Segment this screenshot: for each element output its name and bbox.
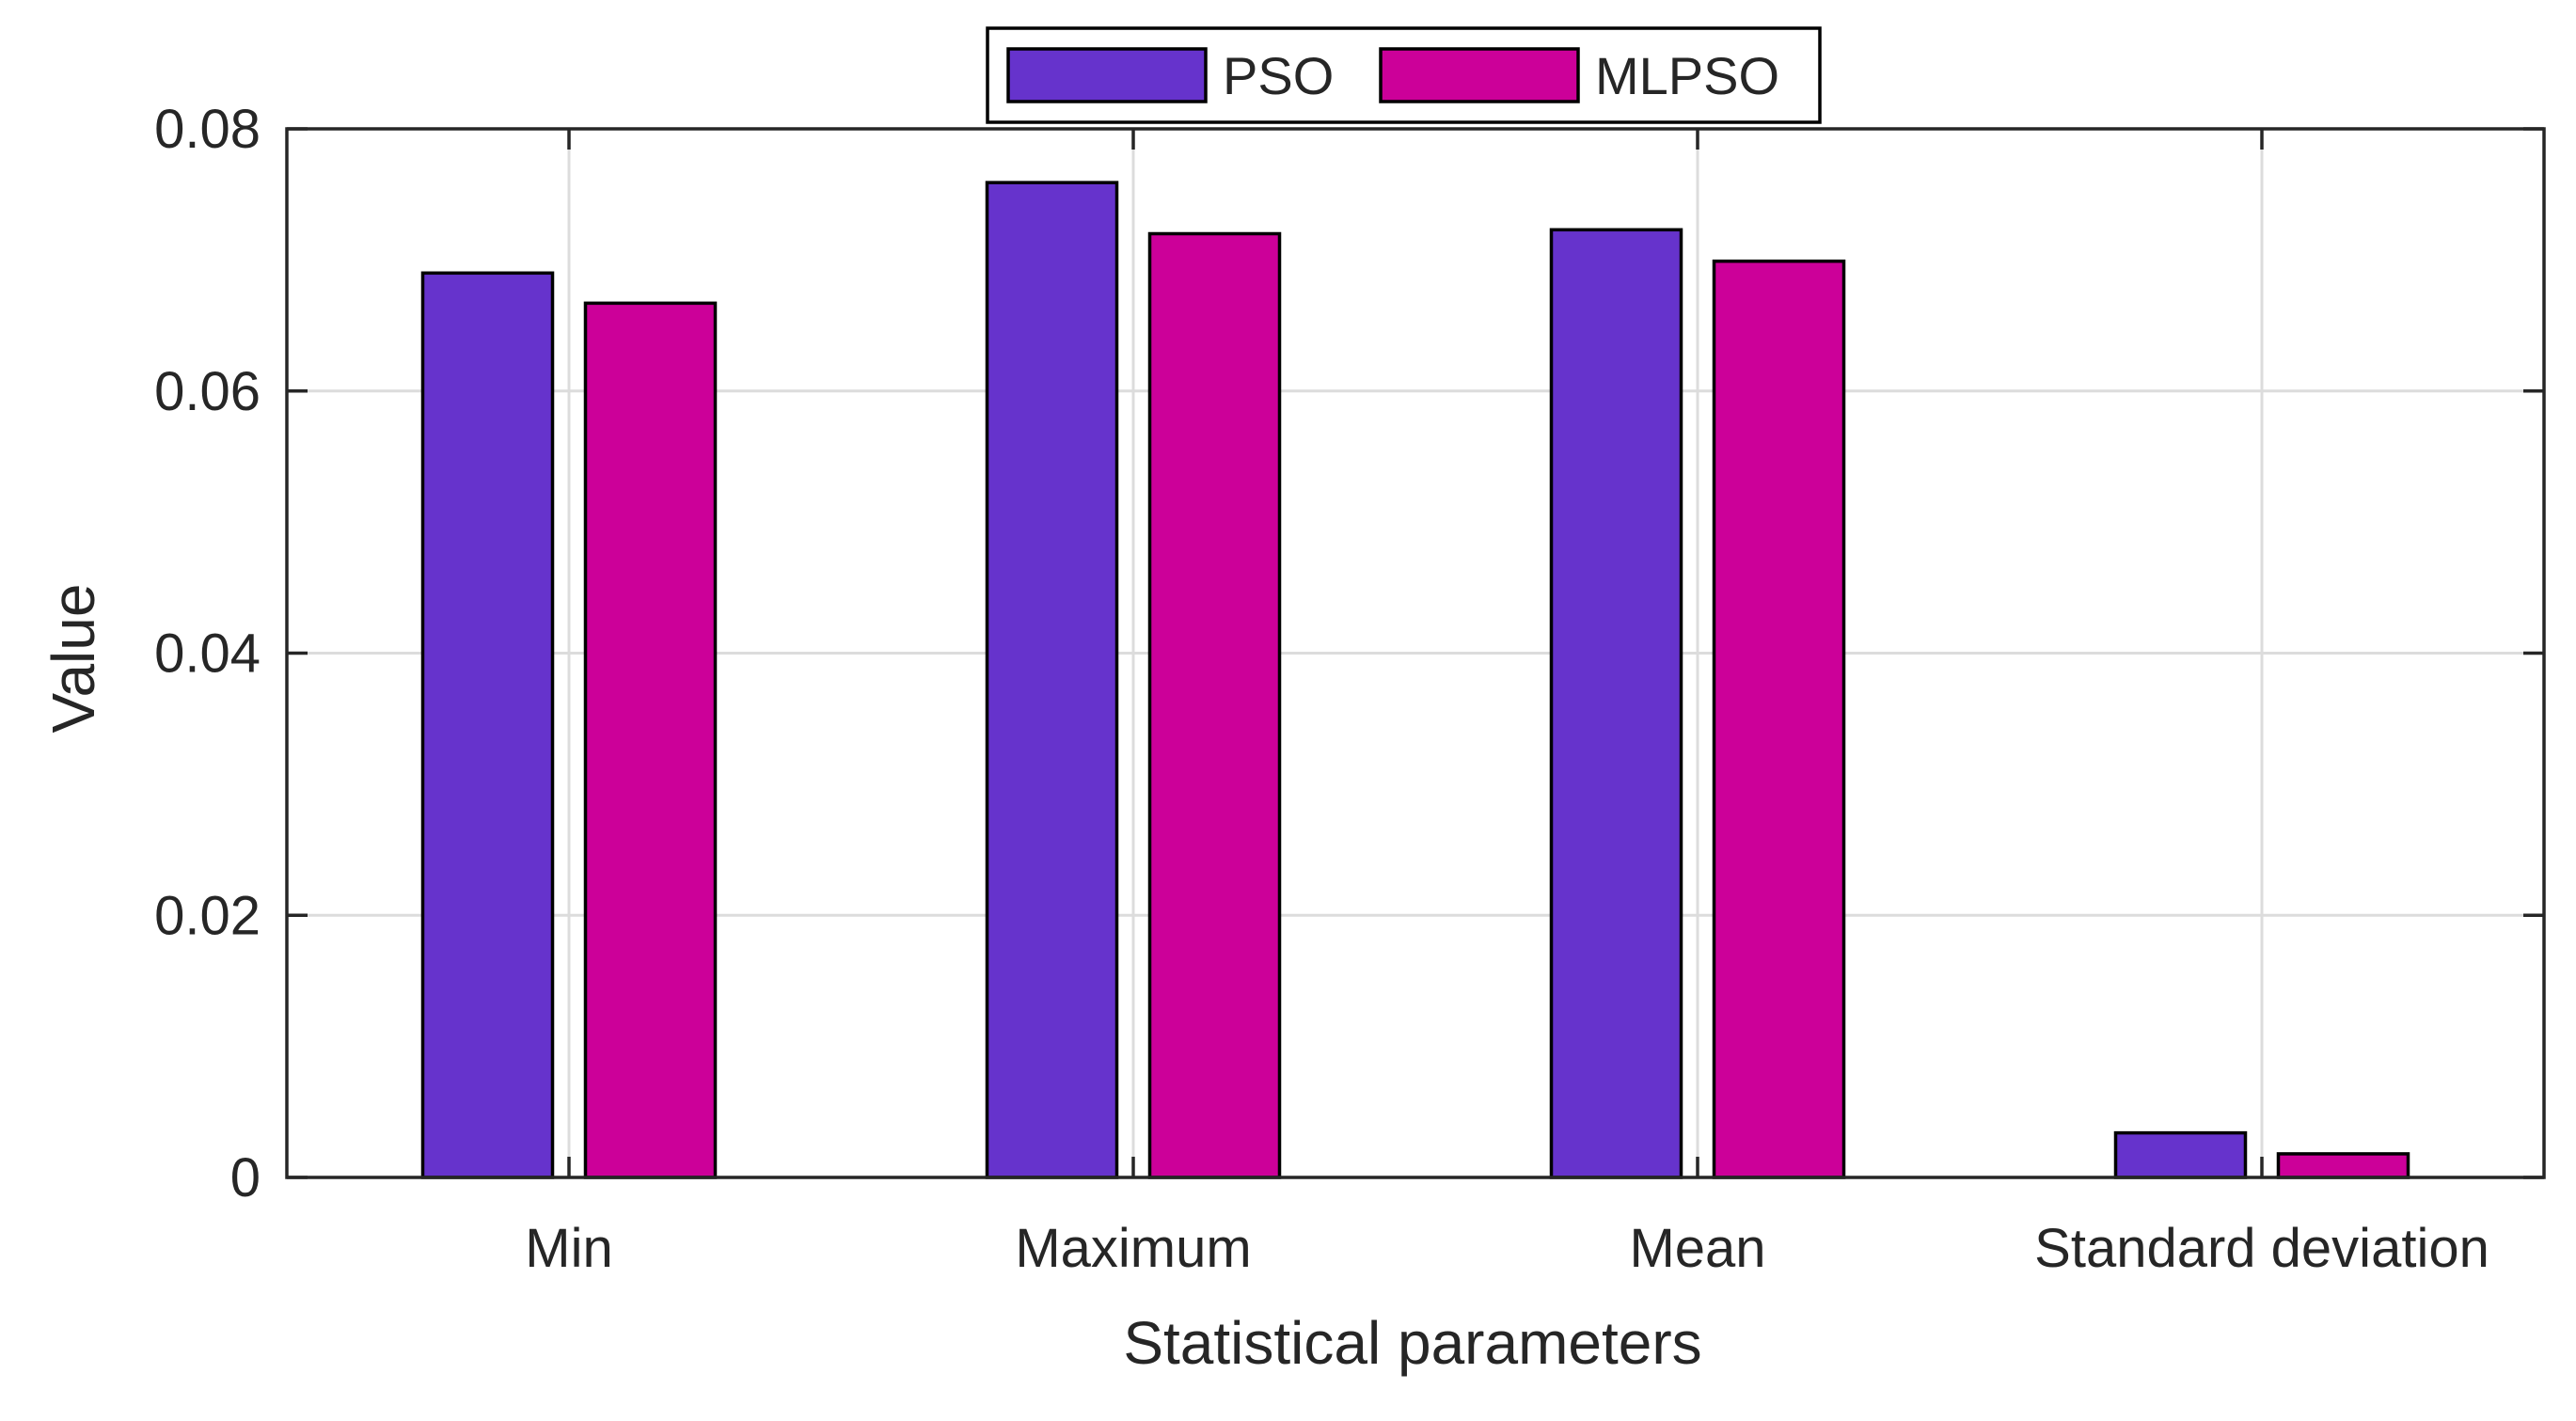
y-tick-label: 0.08 [154, 99, 261, 160]
legend-label-mlpso: MLPSO [1595, 46, 1779, 105]
x-tick-label: Min [525, 1218, 612, 1279]
legend-swatch-pso [1006, 47, 1208, 103]
y-axis-title: Value [40, 584, 107, 734]
bar-mlpso-standard-deviation [2276, 1152, 2410, 1179]
bar-mlpso-maximum [1147, 231, 1282, 1179]
legend: PSO MLPSO [986, 26, 1822, 124]
bar-mlpso-min [583, 301, 718, 1179]
y-tick-label: 0.06 [154, 361, 261, 422]
y-tick-label: 0.04 [154, 624, 261, 685]
x-axis-title: Statistical parameters [1123, 1309, 1701, 1377]
ticks-layer: 0 0.02 0.04 0.06 0.08 Min Maximum Mean Standard … [154, 99, 2544, 1279]
x-tick-label: Maximum [1015, 1218, 1251, 1279]
y-tick-label: 0.02 [154, 885, 261, 946]
bars-layer [420, 181, 2410, 1179]
legend-label-pso: PSO [1223, 46, 1334, 105]
x-tick-label: Standard deviation [2034, 1218, 2489, 1279]
bar-pso-min [420, 271, 555, 1179]
legend-swatch-mlpso [1379, 47, 1580, 103]
y-tick-label: 0 [230, 1147, 261, 1208]
bar-pso-maximum [985, 181, 1119, 1179]
x-tick-label: Mean [1629, 1218, 1765, 1279]
bar-pso-standard-deviation [2113, 1130, 2248, 1179]
bar-pso-mean [1549, 228, 1683, 1179]
bar-mlpso-mean [1712, 260, 1846, 1179]
